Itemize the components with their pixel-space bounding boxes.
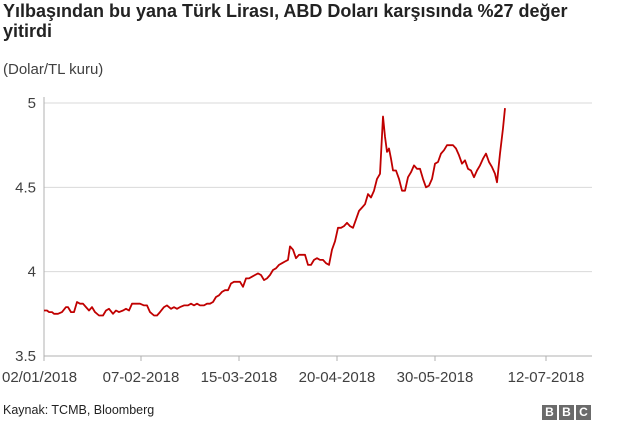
y-tick-label: 5 xyxy=(28,95,36,112)
x-tick-label: 20-04-2018 xyxy=(299,369,376,386)
y-gridlines xyxy=(44,102,592,357)
bbc-logo-letter: B xyxy=(542,405,557,420)
x-tick-label: 30-05-2018 xyxy=(397,369,474,386)
bbc-logo: B B C xyxy=(542,405,591,420)
x-tick-labels: 02/01/2018 07-02-2018 15-03-2018 20-04-2018… xyxy=(2,369,584,386)
bbc-logo-letter: B xyxy=(559,405,574,420)
series-line-dollar-tl xyxy=(44,108,506,317)
y-tick-label: 3.5 xyxy=(15,348,36,365)
y-tick-labels: 3.5 4 4.5 5 xyxy=(15,95,36,365)
chart-subtitle: (Dolar/TL kuru) xyxy=(3,61,104,78)
chart-area: 3.5 4 4.5 5 02/01/2018 07-02-2018 15-03-2018 2… xyxy=(2,95,592,386)
y-tick-label: 4.5 xyxy=(15,179,36,196)
chart-title: Yılbaşından bu yana Türk Lirası, ABD Dol… xyxy=(3,1,568,41)
x-tick-label: 02/01/2018 xyxy=(2,369,77,386)
x-tick-label: 07-02-2018 xyxy=(103,369,180,386)
x-tick-label: 15-03-2018 xyxy=(201,369,278,386)
x-tick-marks xyxy=(43,356,547,361)
bbc-logo-letter: C xyxy=(576,405,591,420)
y-tick-label: 4 xyxy=(28,264,36,281)
source-note: Kaynak: TCMB, Bloomberg xyxy=(3,403,155,417)
x-tick-label: 12-07-2018 xyxy=(508,369,585,386)
